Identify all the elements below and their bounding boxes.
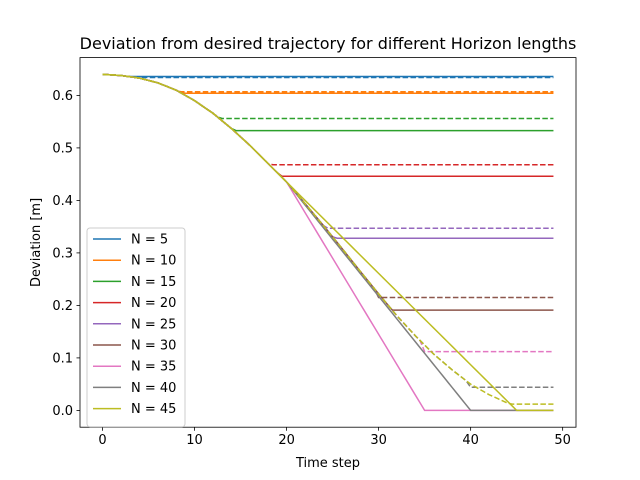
y-tick-label: 0.1: [52, 351, 73, 366]
legend-entry-label: N = 20: [131, 296, 176, 311]
legend: N = 5 N = 10 N = 15 N = 20 N = 25 N = 30 N = 3…: [86, 227, 186, 428]
legend-box: [86, 227, 186, 428]
x-tick-label: 30: [370, 433, 387, 448]
x-tick-label: 0: [98, 433, 106, 448]
legend-entry-label: N = 40: [131, 381, 176, 396]
legend-entry-label: N = 30: [131, 339, 176, 354]
y-ticks: 0.0 0.1 0.2 0.3 0.4 0.5 0.6: [52, 89, 80, 419]
legend-entry-label: N = 35: [131, 360, 176, 375]
x-ticks: 0 10 20 30 40 50: [98, 427, 571, 448]
legend-entry-label: N = 25: [131, 317, 176, 332]
x-axis-label: Time step: [295, 456, 360, 471]
x-tick-label: 20: [278, 433, 295, 448]
y-tick-label: 0.5: [52, 141, 73, 156]
legend-entry-label: N = 15: [131, 275, 176, 290]
legend-entry-label: N = 10: [131, 254, 176, 269]
y-tick-label: 0.3: [52, 246, 73, 261]
legend-entry-label: N = 5: [131, 233, 168, 248]
legend-entry-label: N = 45: [131, 402, 176, 417]
series-line-dashed: [102, 73, 554, 166]
axes-frame: [79, 57, 577, 428]
x-tick-label: 40: [462, 433, 479, 448]
chart-title: Deviation from desired trajectory for di…: [80, 34, 577, 53]
series-line-solid: [102, 73, 554, 412]
y-axis-label: Deviation [m]: [29, 198, 44, 287]
y-tick-label: 0.4: [52, 194, 73, 209]
y-tick-label: 0.0: [52, 404, 73, 419]
x-tick-label: 50: [554, 433, 571, 448]
series-line-dashed: [102, 73, 554, 405]
plot-lines: [102, 73, 554, 412]
x-tick-label: 10: [186, 433, 203, 448]
y-tick-label: 0.6: [52, 89, 73, 104]
series-line-solid: [102, 73, 554, 78]
y-tick-label: 0.2: [52, 299, 73, 314]
series-line-dashed: [102, 73, 554, 79]
